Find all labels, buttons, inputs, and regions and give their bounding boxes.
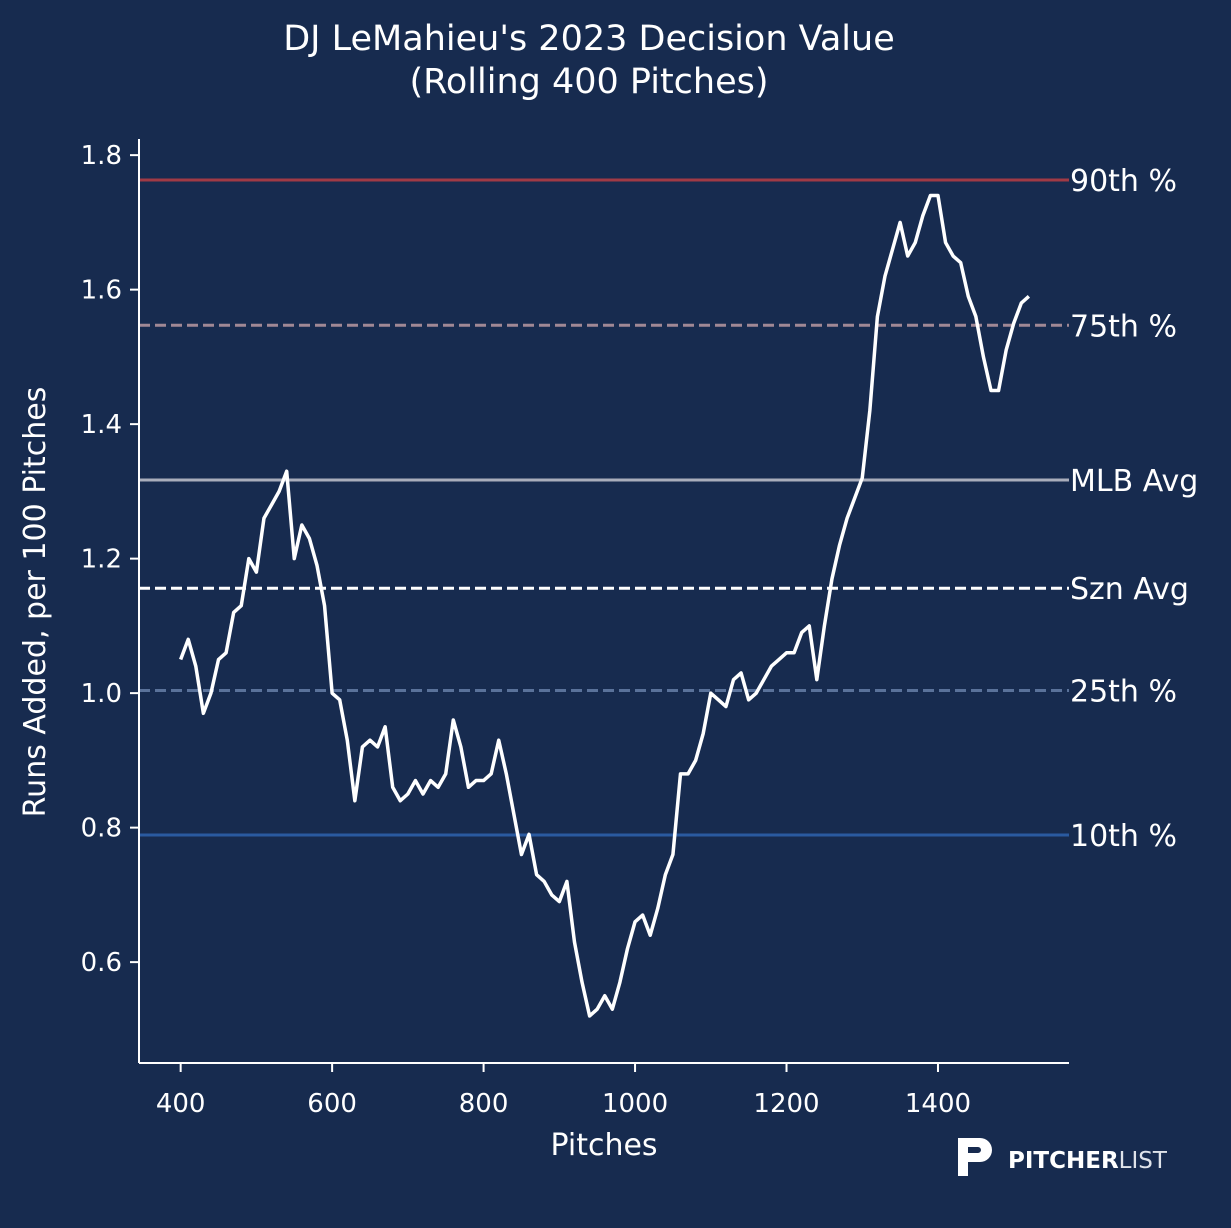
- y-tick-label: 1.2: [81, 545, 122, 575]
- x-axis-label: Pitches: [550, 1128, 657, 1163]
- chart-subtitle: (Rolling 400 Pitches): [409, 62, 768, 102]
- y-tick-label: 1.4: [81, 410, 122, 440]
- logo: PITCHERLIST: [958, 1138, 1168, 1176]
- logo-text: PITCHERLIST: [1008, 1148, 1168, 1174]
- x-tick-label: 1200: [753, 1089, 819, 1119]
- reference-label: 75th %: [1070, 309, 1177, 344]
- x-tick-label: 1000: [602, 1089, 668, 1119]
- x-tick-label: 600: [307, 1089, 357, 1119]
- x-tick-label: 800: [459, 1089, 509, 1119]
- chart-title: DJ LeMahieu's 2023 Decision Value: [283, 19, 895, 59]
- y-tick-label: 0.6: [81, 948, 122, 978]
- y-tick-label: 0.8: [81, 814, 122, 844]
- data-line: [179, 193, 1031, 1018]
- logo-icon: [958, 1138, 992, 1176]
- x-tick-label: 1400: [905, 1089, 971, 1119]
- y-tick-label: 1.8: [81, 141, 122, 171]
- reference-label: Szn Avg: [1070, 572, 1189, 607]
- x-tick-label: 400: [156, 1089, 206, 1119]
- logo-bold: PITCHER: [1008, 1148, 1119, 1174]
- reference-label: 90th %: [1070, 164, 1177, 199]
- logo-light: LIST: [1119, 1148, 1168, 1174]
- reference-label: MLB Avg: [1070, 464, 1198, 499]
- y-tick-label: 1.6: [81, 276, 122, 306]
- reference-label: 10th %: [1070, 819, 1177, 854]
- reference-label: 25th %: [1070, 674, 1177, 709]
- y-tick-label: 1.0: [81, 679, 122, 709]
- y-axis-label: Runs Added, per 100 Pitches: [18, 387, 53, 818]
